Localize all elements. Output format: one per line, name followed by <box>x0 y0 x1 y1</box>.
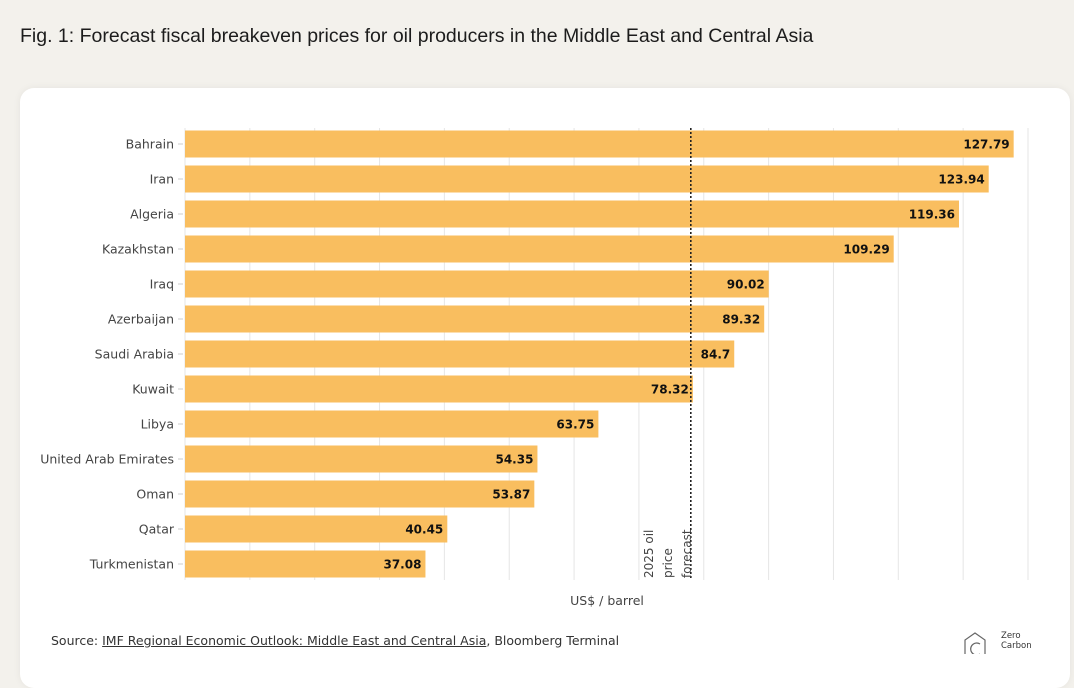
category-label: Iran <box>150 172 174 187</box>
source-link[interactable]: IMF Regional Economic Outlook: Middle Ea… <box>102 633 487 648</box>
value-label: 78.32 <box>651 383 689 397</box>
value-label: 119.36 <box>909 208 955 222</box>
logo-line2: Carbon <box>1001 641 1032 651</box>
reference-line-label: price <box>661 548 675 578</box>
bar <box>185 200 960 228</box>
source-prefix: Source: <box>51 633 103 648</box>
value-label: 40.45 <box>405 523 443 537</box>
value-label: 123.94 <box>938 173 984 187</box>
bar <box>185 235 894 263</box>
category-label: Kuwait <box>132 382 174 397</box>
category-label: Azerbaijan <box>108 312 174 327</box>
x-axis-label: US$ / barrel <box>570 593 644 608</box>
category-label: Turkmenistan <box>89 557 174 572</box>
bar <box>185 130 1014 158</box>
bar-chart: Bahrain 127.79 Iran 123.94 Algeria 119.36 Kaza… <box>40 128 1029 608</box>
value-label: 53.87 <box>492 488 530 502</box>
bar <box>185 480 535 508</box>
source-note: Source: IMF Regional Economic Outlook: M… <box>51 633 619 648</box>
source-suffix: , Bloomberg Terminal <box>486 633 620 648</box>
category-label: Bahrain <box>126 137 174 152</box>
value-label: 63.75 <box>556 418 594 432</box>
value-label: 84.7 <box>701 348 731 362</box>
value-label: 89.32 <box>722 313 760 327</box>
bar <box>185 305 765 333</box>
value-label: 90.02 <box>727 278 765 292</box>
logo-line1: Zero <box>1001 631 1021 641</box>
category-label: Algeria <box>130 207 174 222</box>
value-label: 127.79 <box>963 138 1009 152</box>
bar <box>185 410 599 438</box>
reference-line-label: 2025 oil <box>642 530 656 578</box>
bar <box>185 270 769 298</box>
category-label: Saudi Arabia <box>95 347 174 362</box>
category-label: Kazakhstan <box>102 242 174 257</box>
category-label: United Arab Emirates <box>40 452 174 467</box>
zero-carbon-logo-icon <box>964 632 986 654</box>
bar <box>185 515 448 543</box>
category-label: Oman <box>136 487 174 502</box>
bar <box>185 165 989 193</box>
bar <box>185 445 538 473</box>
reference-line-label: forecast <box>680 529 694 578</box>
category-label: Qatar <box>139 522 175 537</box>
logo-text: Zero Carbon <box>1001 631 1032 651</box>
bar <box>185 375 693 403</box>
category-label: Libya <box>141 417 174 432</box>
category-label: Iraq <box>150 277 174 292</box>
value-label: 54.35 <box>495 453 533 467</box>
bar <box>185 550 426 578</box>
bar <box>185 340 735 368</box>
figure-title: Fig. 1: Forecast fiscal breakeven prices… <box>20 25 814 47</box>
value-label: 37.08 <box>383 558 421 572</box>
value-label: 109.29 <box>843 243 889 257</box>
